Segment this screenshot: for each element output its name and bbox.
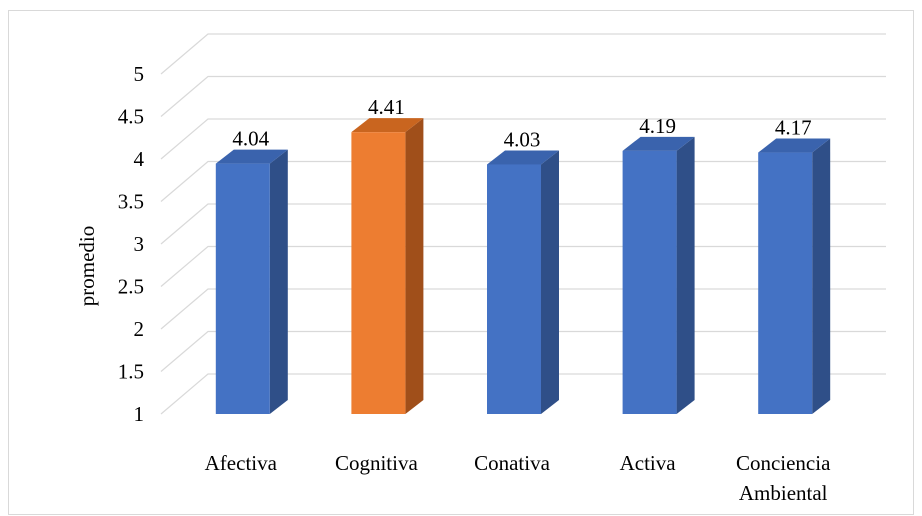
data-label: 4.03 bbox=[504, 127, 541, 151]
bar-layer bbox=[215, 118, 831, 415]
y-tick-label: 1 bbox=[134, 402, 145, 426]
label-layer: 1 1.5 2 2.5 3 3.5 4 4.5 5 4.04 Afectiva 4.41 Cogniti… bbox=[118, 62, 831, 505]
bar-side bbox=[405, 118, 424, 415]
bar-top bbox=[758, 138, 831, 153]
bar-front bbox=[622, 150, 677, 414]
bar-front bbox=[758, 152, 813, 415]
data-label: 4.17 bbox=[775, 116, 812, 140]
y-axis-title: promedio bbox=[75, 226, 99, 306]
y-tick-label: 3 bbox=[134, 232, 145, 256]
y-tick-label: 5 bbox=[134, 62, 145, 86]
bar-side bbox=[269, 149, 288, 414]
data-label: 4.19 bbox=[639, 114, 676, 138]
x-category-label: Cognitiva bbox=[335, 451, 419, 475]
bar bbox=[351, 118, 424, 415]
bar-top bbox=[351, 118, 424, 133]
grid-layer bbox=[160, 33, 886, 415]
bar-side bbox=[541, 150, 559, 414]
bar-chart: 1 1.5 2 2.5 3 3.5 4 4.5 5 4.04 Afectiva 4.41 Cogniti… bbox=[75, 33, 886, 505]
bar-top bbox=[215, 149, 288, 164]
y-tick-label: 1.5 bbox=[118, 360, 144, 384]
data-label: 4.04 bbox=[232, 127, 269, 151]
bar-front bbox=[487, 164, 541, 414]
bar-side bbox=[676, 136, 695, 414]
chart-frame: 1 1.5 2 2.5 3 3.5 4 4.5 5 4.04 Afectiva 4.41 Cogniti… bbox=[8, 10, 914, 515]
bar bbox=[215, 149, 288, 414]
bar bbox=[622, 136, 695, 414]
gridline bbox=[160, 33, 886, 75]
y-tick-label: 3.5 bbox=[118, 190, 144, 214]
y-tick-label: 2.5 bbox=[118, 275, 144, 299]
bar-front bbox=[215, 163, 270, 414]
gridline bbox=[160, 75, 886, 117]
bar bbox=[758, 138, 831, 415]
bar-side bbox=[812, 138, 831, 415]
bar-top bbox=[487, 150, 559, 165]
bar-front bbox=[351, 132, 406, 414]
bar bbox=[487, 150, 559, 414]
x-category-label: Ambiental bbox=[739, 481, 828, 505]
y-tick-label: 2 bbox=[134, 317, 145, 341]
gridline bbox=[160, 118, 886, 160]
data-label: 4.41 bbox=[368, 95, 405, 119]
x-category-label: Conciencia bbox=[736, 451, 831, 475]
x-category-label: Activa bbox=[620, 451, 677, 475]
bar-top bbox=[622, 136, 695, 151]
x-category-label: Afectiva bbox=[205, 451, 278, 475]
y-tick-label: 4.5 bbox=[118, 105, 144, 129]
x-category-label: Conativa bbox=[474, 451, 550, 475]
y-tick-label: 4 bbox=[134, 147, 145, 171]
